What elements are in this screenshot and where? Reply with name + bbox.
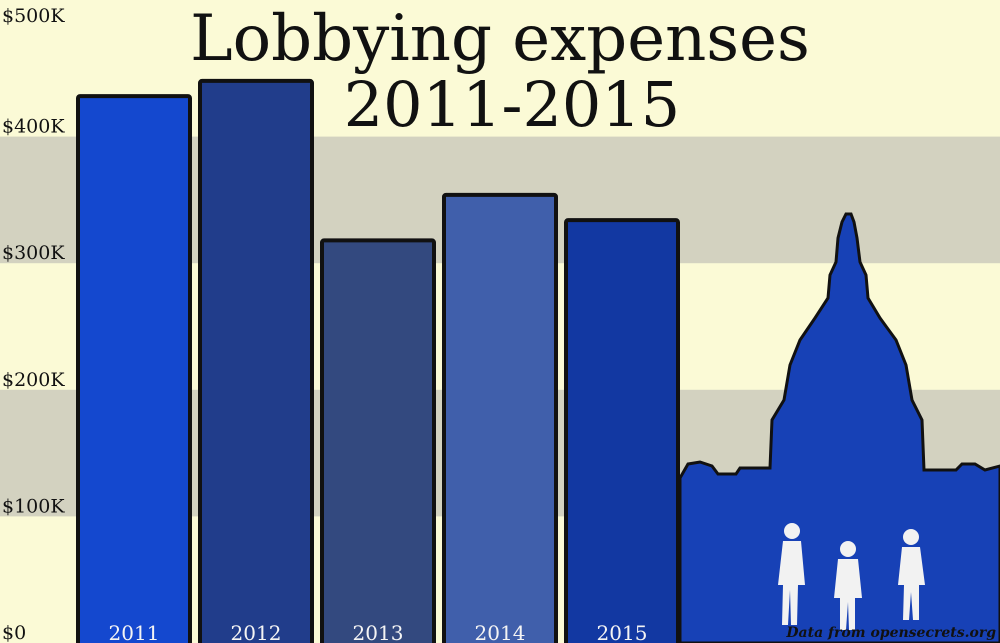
chart-title: Lobbying expenses	[190, 2, 810, 76]
x-axis-tick-labels: 2011 2012 2013 2014 2015	[109, 621, 648, 643]
y-tick-label: $0	[2, 622, 26, 643]
chart-subtitle: 2011-2015	[344, 68, 681, 141]
x-tick-label: 2015	[597, 621, 648, 643]
y-tick-label: $400K	[2, 116, 65, 138]
capitol-silhouette	[678, 212, 1000, 643]
x-tick-label: 2014	[475, 621, 526, 643]
bar-2015	[564, 218, 680, 643]
bars	[76, 78, 680, 643]
x-tick-label: 2011	[109, 621, 160, 643]
capitol-dome-icon	[678, 212, 1000, 643]
y-tick-label: $500K	[2, 5, 65, 27]
bar-2013	[320, 238, 436, 643]
y-tick-label: $200K	[2, 369, 65, 391]
bar-2012	[198, 78, 314, 643]
y-tick-label: $100K	[2, 495, 65, 517]
person-icon	[834, 541, 862, 630]
people-silhouettes	[778, 523, 925, 630]
x-tick-label: 2012	[231, 621, 282, 643]
bar-2011	[76, 94, 192, 643]
bar-2014	[442, 192, 558, 643]
source-note: Data from opensecrets.org	[785, 625, 996, 641]
y-axis-tick-labels: $0 $100K $200K $300K $400K $500K	[2, 5, 65, 643]
x-tick-label: 2013	[353, 621, 404, 643]
y-tick-label: $300K	[2, 242, 65, 264]
person-icon	[778, 523, 805, 625]
person-icon	[898, 529, 925, 620]
